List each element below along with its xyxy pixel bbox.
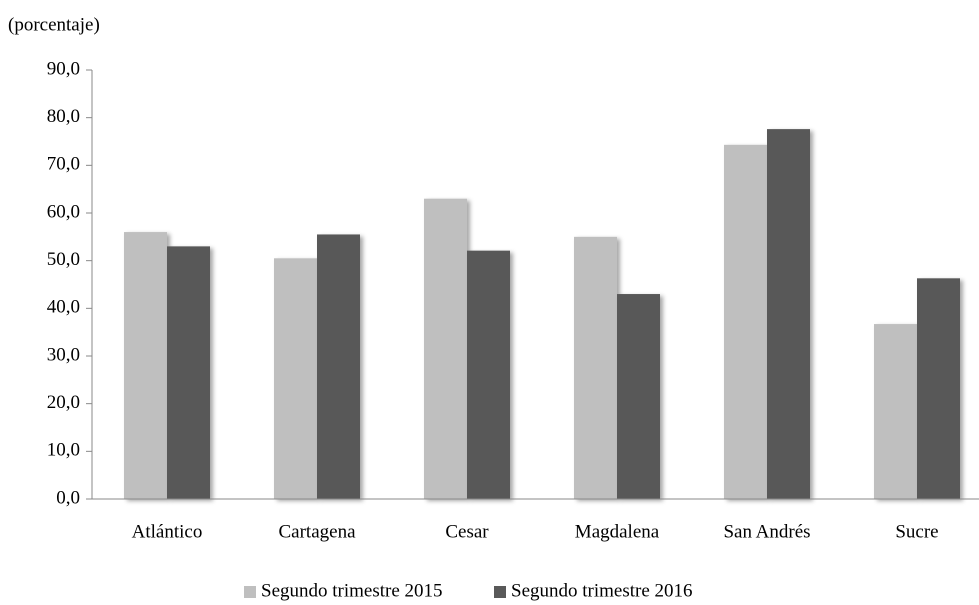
bar — [917, 278, 960, 499]
legend-label: Segundo trimestre 2016 — [511, 580, 693, 601]
y-tick-label: 60,0 — [47, 201, 80, 222]
bar — [317, 234, 360, 499]
bar — [574, 236, 617, 500]
x-tick-label: San Andrés — [723, 521, 810, 542]
bar — [617, 294, 660, 499]
y-tick-label: 90,0 — [47, 58, 80, 79]
x-tick-label: Cartagena — [278, 521, 356, 542]
bar — [767, 129, 810, 499]
x-tick-label: Cesar — [445, 521, 489, 542]
legend-swatch — [494, 586, 506, 598]
y-tick-label: 20,0 — [47, 392, 80, 413]
bar — [467, 250, 510, 499]
bar — [167, 246, 210, 499]
y-tick-label: 0,0 — [56, 487, 80, 508]
y-tick-label: 70,0 — [47, 154, 80, 175]
chart-subtitle: (porcentaje) — [8, 14, 100, 35]
y-tick-label: 80,0 — [47, 106, 80, 127]
y-tick-label: 50,0 — [47, 249, 80, 270]
x-tick-label: Atlántico — [132, 521, 203, 542]
bar — [874, 324, 917, 499]
bar — [724, 144, 767, 499]
bar — [424, 198, 467, 499]
bar — [124, 232, 167, 500]
legend-swatch — [244, 586, 256, 598]
legend-label: Segundo trimestre 2015 — [261, 580, 443, 601]
y-tick-label: 30,0 — [47, 344, 80, 365]
y-tick-label: 10,0 — [47, 440, 80, 461]
x-tick-label: Magdalena — [575, 521, 660, 542]
bar — [274, 258, 317, 499]
x-tick-label: Sucre — [895, 521, 938, 542]
y-tick-label: 40,0 — [47, 297, 80, 318]
